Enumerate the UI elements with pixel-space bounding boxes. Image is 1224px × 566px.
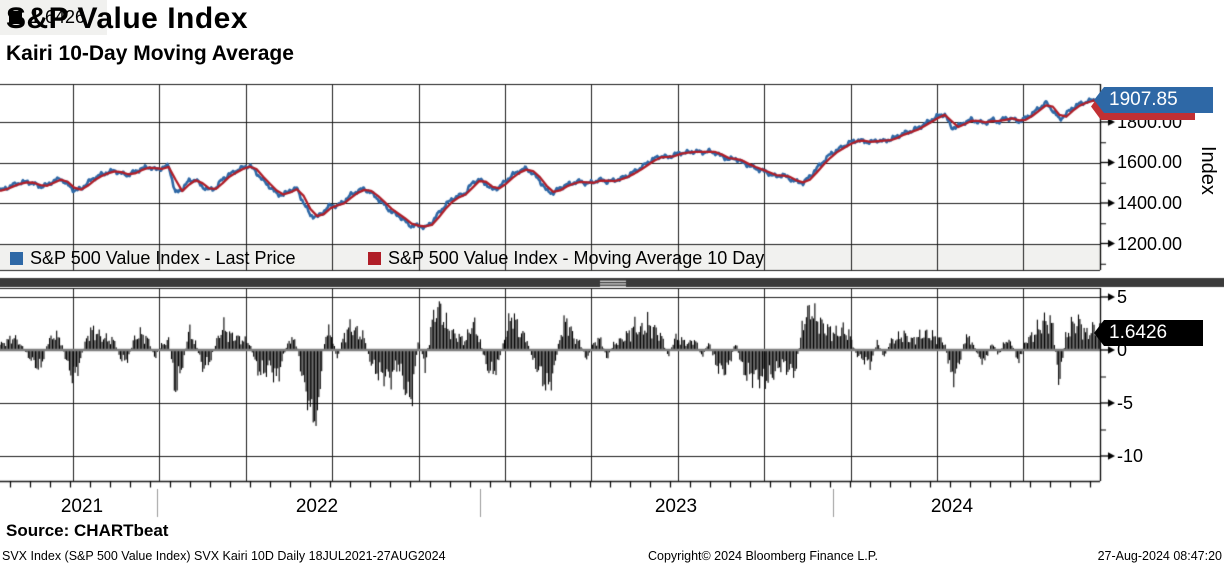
legend-item-moving-average: S&P 500 Value Index - Moving Average 10 …	[368, 247, 764, 269]
red-swatch-icon	[368, 251, 381, 265]
page-subtitle: Kairi 10-Day Moving Average	[6, 42, 294, 65]
last-price-callout: 1907.85	[1094, 87, 1213, 113]
y-axis-title: Index	[1197, 146, 1219, 195]
footer-copyright: Copyright© 2024 Bloomberg Finance L.P.	[648, 549, 878, 563]
ytick-1200: 1200.00	[1117, 234, 1183, 254]
ytick-5: 5	[1117, 287, 1128, 307]
ytick-1400: 1400.00	[1117, 193, 1183, 213]
footer-timestamp: 27-Aug-2024 08:47:20	[1097, 549, 1222, 563]
xtick-2024: 2024	[930, 496, 974, 517]
page-title: S&P Value Index	[6, 2, 249, 35]
ytick-neg10: -10	[1117, 446, 1144, 466]
xtick-2022: 2022	[295, 496, 339, 517]
source-label: Source: CHARTbeat	[6, 521, 169, 540]
xtick-2023: 2023	[654, 496, 698, 517]
footer-security-info: SVX Index (S&P 500 Value Index) SVX Kair…	[2, 549, 446, 563]
kairi-callout: 1.6426	[1094, 320, 1203, 346]
xtick-2021: 2021	[60, 496, 104, 517]
blue-swatch-icon	[10, 251, 23, 265]
legend-label-last-price: S&P 500 Value Index - Last Price	[30, 247, 296, 268]
ytick-0: 0	[1117, 340, 1128, 360]
ytick-neg5: -5	[1117, 393, 1134, 413]
ytick-1600: 1600.00	[1117, 152, 1183, 172]
legend-item-last-price: S&P 500 Value Index - Last Price	[10, 247, 296, 269]
legend-label-moving-average: S&P 500 Value Index - Moving Average 10 …	[388, 247, 765, 268]
